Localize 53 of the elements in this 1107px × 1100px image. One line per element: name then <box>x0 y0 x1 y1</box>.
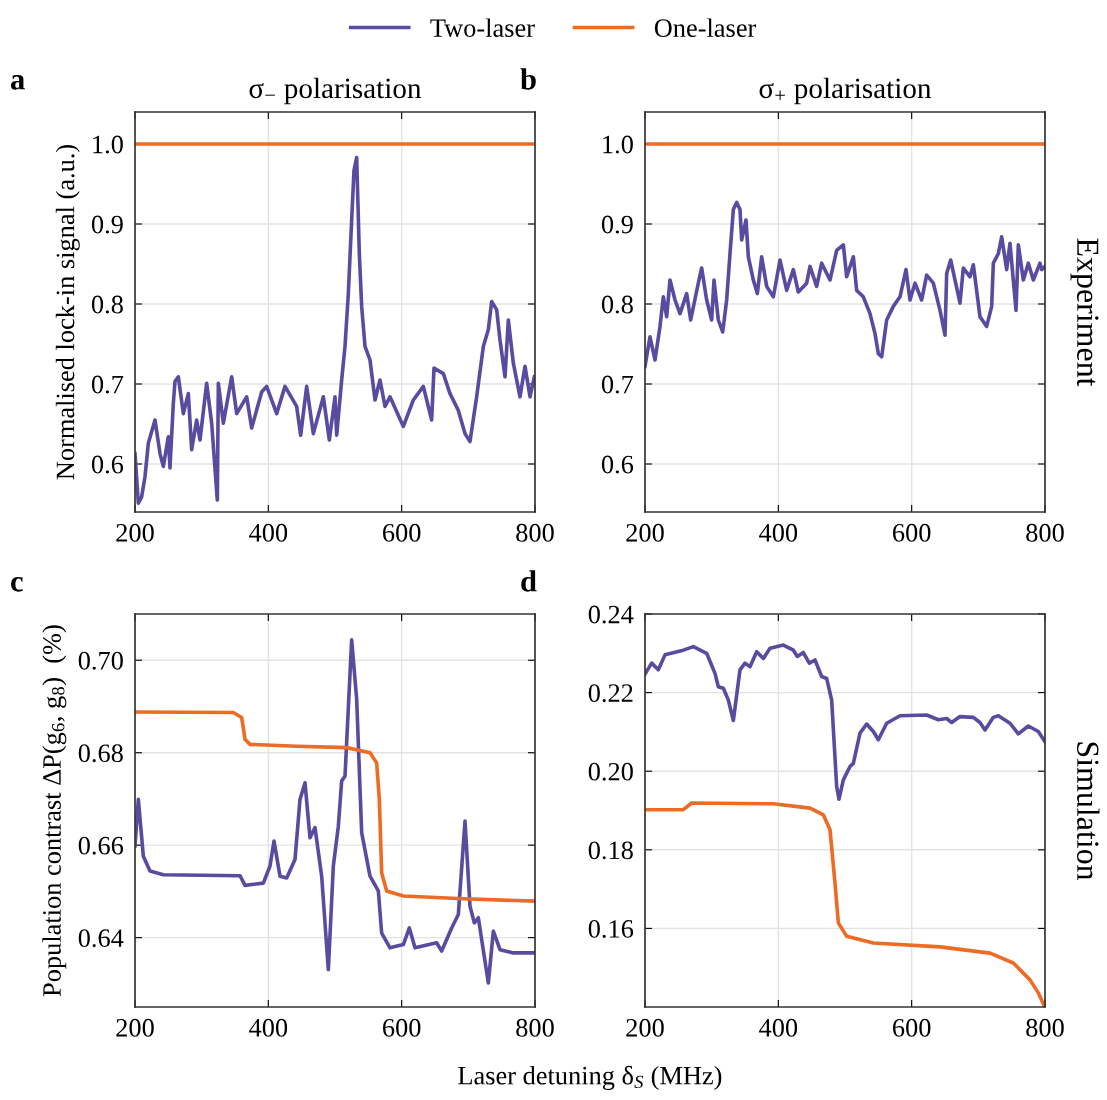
text: d <box>521 570 537 592</box>
x-tick-label: 800 <box>1026 1018 1064 1037</box>
x-tick-label: 200 <box>116 523 154 542</box>
line-series <box>135 155 535 506</box>
text: a <box>10 75 25 90</box>
line-series <box>645 200 1045 369</box>
x-tick-label: 600 <box>383 523 421 542</box>
y-tick-label: 0.22 <box>588 684 633 703</box>
y-axis-title: Population contrast ΔP(g$_{6}$, g$_{8}$) (%) <box>42 625 67 997</box>
y-tick-label: 1.0 <box>93 135 123 154</box>
y-tick-label: 0.6 <box>601 455 634 474</box>
x-tick-label: 600 <box>893 1018 931 1037</box>
y-axis-title: Normalised lock-in signal (a.u.) <box>55 144 80 480</box>
y-tick-label: 0.64 <box>78 929 124 948</box>
legend-label: Two-laser <box>430 18 535 37</box>
x-tick-label: 600 <box>383 1018 421 1037</box>
x-tick-label: 600 <box>893 523 931 542</box>
text: c <box>11 576 23 592</box>
y-tick-label: 0.7 <box>91 375 124 394</box>
y-tick-label: 1.0 <box>603 135 633 154</box>
chart-title: σ$_{−}$ polarisation <box>249 77 422 105</box>
legend-label: One-laser <box>654 18 757 37</box>
y-tick-label: 0.18 <box>588 841 633 860</box>
y-tick-label: 0.9 <box>91 215 123 234</box>
y-tick-label: 0.70 <box>78 651 123 670</box>
y-tick-label: 0.66 <box>78 836 124 855</box>
y-tick-label: 0.8 <box>601 295 633 314</box>
y-tick-label: 0.24 <box>588 605 634 624</box>
line-series <box>645 643 1045 801</box>
text: Simulation <box>1077 742 1100 881</box>
y-tick-label: 0.16 <box>588 920 634 938</box>
x-tick-label: 200 <box>626 1018 664 1037</box>
text: Experiment <box>1070 238 1099 387</box>
x-tick-label: 400 <box>759 523 798 542</box>
y-tick-label: 0.68 <box>78 744 123 763</box>
y-tick-label: 0.9 <box>601 215 633 234</box>
y-tick-label: 0.6 <box>91 455 124 474</box>
x-tick-label: 400 <box>249 1018 288 1037</box>
x-tick-label: 200 <box>116 1018 154 1037</box>
x-tick-label: 800 <box>516 523 554 542</box>
y-tick-label: 0.8 <box>91 295 123 314</box>
x-tick-label: 800 <box>516 1018 554 1037</box>
x-tick-label: 400 <box>249 523 288 542</box>
x-axis-title: Laser detuning δ$_{S}$ (MHz) <box>458 1065 722 1090</box>
x-tick-label: 400 <box>759 1018 798 1037</box>
line-series <box>135 710 535 903</box>
chart-title: σ$_{+}$ polarisation <box>759 77 932 105</box>
text: b <box>520 68 536 90</box>
x-tick-label: 800 <box>1026 523 1064 542</box>
x-tick-label: 200 <box>626 523 664 542</box>
y-tick-label: 0.7 <box>601 375 634 394</box>
line-series <box>135 638 535 985</box>
y-tick-label: 0.20 <box>588 762 633 781</box>
